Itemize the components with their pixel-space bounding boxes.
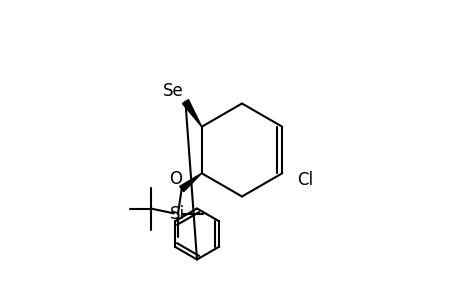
Text: Si: Si	[170, 205, 185, 223]
Polygon shape	[182, 100, 202, 127]
Text: O: O	[168, 169, 181, 188]
Polygon shape	[179, 173, 202, 192]
Text: Se: Se	[163, 82, 184, 100]
Text: Cl: Cl	[297, 171, 313, 189]
